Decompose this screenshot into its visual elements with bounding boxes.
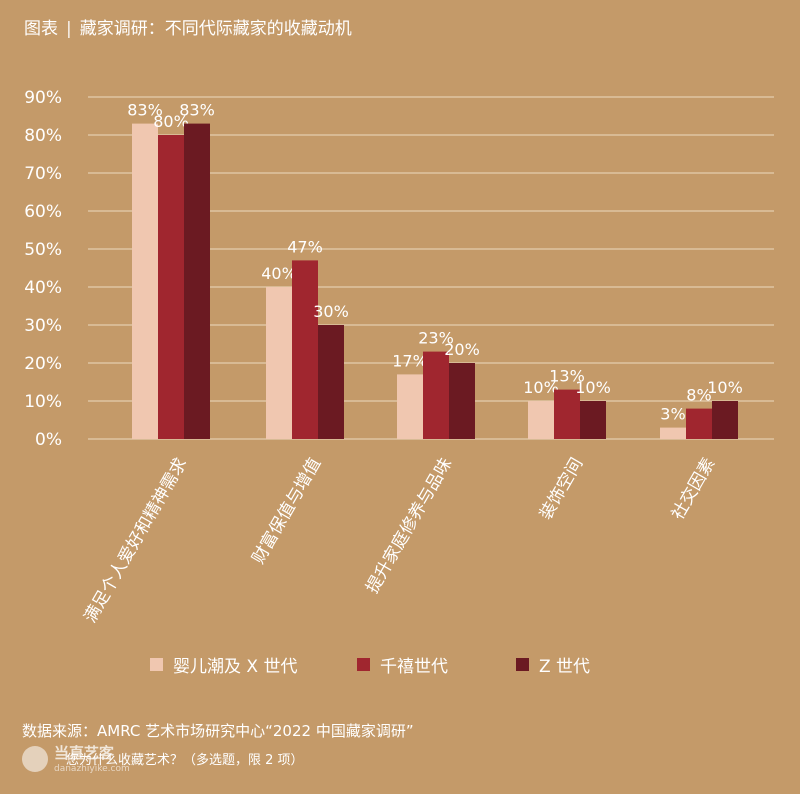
bar [266, 287, 292, 439]
bar [184, 123, 210, 439]
legend-swatch [150, 658, 163, 671]
y-tick-label: 90% [24, 88, 62, 108]
legend-label: 婴儿潮及 X 世代 [173, 657, 298, 677]
data-source: 数据来源：AMRC 艺术市场研究中心“2022 中国藏家调研” [22, 722, 414, 740]
watermark-logo-icon [22, 746, 48, 772]
legend-swatch [516, 658, 529, 671]
watermark: 当直艺客 danazhiyike.com [22, 742, 152, 782]
x-tick-label: 装饰空间 [536, 455, 587, 524]
survey-question: 您为什么收藏艺术？（多选题，限 2 项） [66, 753, 304, 768]
y-tick-label: 60% [24, 202, 62, 222]
data-label: 23% [418, 329, 454, 348]
bar [686, 408, 712, 439]
legend-item: 千禧世代 [357, 652, 448, 677]
y-tick-label: 40% [24, 278, 62, 298]
data-label: 20% [444, 340, 480, 359]
data-label: 13% [549, 367, 585, 386]
data-label: 10% [523, 378, 559, 397]
data-label: 3% [660, 405, 685, 424]
bar [397, 374, 423, 439]
bar [318, 325, 344, 439]
watermark-name: 当直艺客 [54, 744, 115, 762]
bar [528, 401, 554, 439]
watermark-url: danazhiyike.com [54, 764, 130, 774]
x-tick-label: 满足个人爱好和精神需求 [81, 455, 192, 627]
y-tick-label: 50% [24, 240, 62, 260]
bar [660, 427, 686, 439]
data-label: 80% [153, 112, 189, 131]
footer: 数据来源：AMRC 艺术市场研究中心“2022 中国藏家调研” 您为什么收藏艺术… [22, 720, 782, 768]
bar [554, 389, 580, 439]
data-label: 47% [287, 237, 323, 256]
data-label: 8% [686, 386, 711, 405]
bar [712, 401, 738, 439]
y-tick-label: 70% [24, 164, 62, 184]
header-label: 图表 [24, 19, 58, 39]
data-label: 40% [261, 264, 297, 283]
chart-title: 藏家调研：不同代际藏家的收藏动机 [79, 19, 352, 39]
bar-chart: 0%10%20%30%40%50%60%70%80%90%83%80%83%满足… [24, 88, 774, 627]
data-label: 83% [127, 101, 163, 120]
x-tick-label: 提升家庭修养与品味 [363, 455, 457, 598]
x-tick-label: 财富保值与增值 [249, 455, 326, 568]
legend-label: Z 世代 [539, 657, 591, 677]
y-tick-label: 80% [24, 126, 62, 146]
data-label: 30% [313, 302, 349, 321]
legend-swatch [357, 658, 370, 671]
data-label: 10% [707, 378, 743, 397]
data-label: 10% [575, 378, 611, 397]
y-tick-label: 10% [24, 392, 62, 412]
y-tick-label: 20% [24, 354, 62, 374]
data-label: 17% [392, 351, 428, 370]
bar [423, 351, 449, 439]
legend-item: 婴儿潮及 X 世代 [150, 652, 297, 677]
legend-item: Z 世代 [516, 652, 590, 677]
y-tick-label: 0% [35, 430, 62, 450]
chart-header: 图表 | 藏家调研：不同代际藏家的收藏动机 [24, 14, 352, 39]
legend-label: 千禧世代 [380, 657, 448, 677]
bar [580, 401, 606, 439]
bar [292, 260, 318, 439]
y-tick-label: 30% [24, 316, 62, 336]
header-separator: | [66, 19, 72, 39]
x-tick-label: 社交因素 [668, 455, 719, 524]
bar [132, 123, 158, 439]
data-label: 83% [179, 101, 215, 120]
bar [158, 135, 184, 439]
chart-legend: 婴儿潮及 X 世代 千禧世代 Z 世代 [0, 652, 800, 677]
bar [449, 363, 475, 439]
